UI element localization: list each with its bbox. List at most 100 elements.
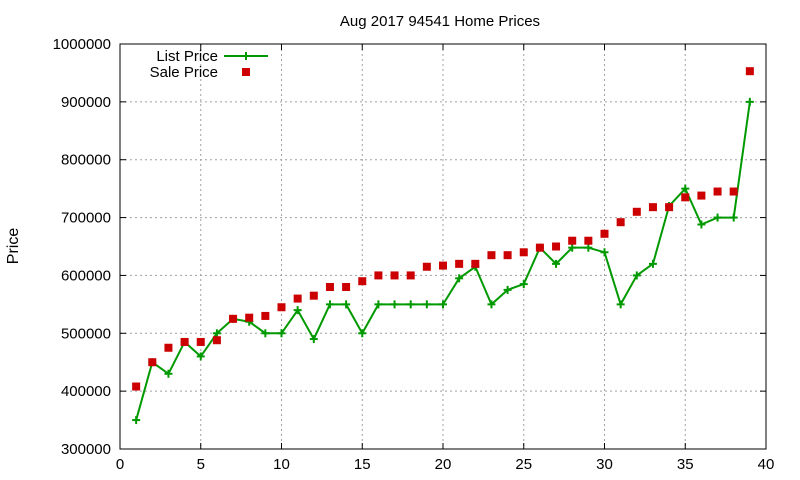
point-sale-price xyxy=(665,203,674,212)
point-sale-price xyxy=(132,382,141,391)
y-axis-label: Price xyxy=(5,228,22,265)
point-list-price xyxy=(164,369,173,378)
x-tick-label: 20 xyxy=(435,456,452,473)
point-list-price xyxy=(584,243,593,252)
point-list-price xyxy=(261,329,270,338)
x-tick-label: 10 xyxy=(273,456,290,473)
legend: List Price Sale Price xyxy=(150,48,268,81)
point-sale-price xyxy=(503,251,512,260)
point-sale-price xyxy=(455,259,464,268)
x-tick-label: 40 xyxy=(758,456,775,473)
point-list-price xyxy=(212,329,221,338)
point-sale-price xyxy=(293,294,302,303)
x-tick-label: 35 xyxy=(677,456,694,473)
point-sale-price xyxy=(374,271,383,280)
point-list-price xyxy=(277,329,286,338)
point-sale-price xyxy=(616,218,625,227)
point-list-price xyxy=(487,300,496,309)
point-sale-price xyxy=(471,259,480,268)
point-sale-price xyxy=(180,337,189,346)
point-sale-price xyxy=(342,283,351,291)
point-sale-price xyxy=(600,229,609,238)
point-sale-price xyxy=(697,191,706,200)
point-sale-price xyxy=(164,343,173,352)
point-sale-price xyxy=(584,236,593,245)
point-list-price xyxy=(568,243,577,252)
point-sale-price xyxy=(261,311,270,320)
point-list-price xyxy=(422,300,431,309)
point-sale-price xyxy=(358,277,367,286)
point-sale-price xyxy=(535,243,544,252)
point-sale-price xyxy=(325,283,334,291)
legend-label-sale-price: Sale Price xyxy=(150,64,218,81)
y-tick-label: 500000 xyxy=(61,325,111,342)
point-sale-price xyxy=(229,314,238,323)
series-sale-price xyxy=(132,67,754,391)
point-list-price xyxy=(439,300,447,309)
legend-swatch-sale-price xyxy=(242,68,250,76)
point-list-price xyxy=(745,97,754,106)
point-list-price xyxy=(632,271,641,280)
point-sale-price xyxy=(568,236,577,245)
x-tick-label: 30 xyxy=(596,456,613,473)
point-list-price xyxy=(681,184,690,193)
chart-title: Aug 2017 94541 Home Prices xyxy=(340,13,540,30)
point-list-price xyxy=(729,213,738,222)
legend-marker-list-price xyxy=(242,52,250,60)
point-sale-price xyxy=(390,271,399,280)
point-sale-price xyxy=(681,193,690,202)
y-tick-label: 1000000 xyxy=(53,36,111,53)
point-sale-price xyxy=(309,291,318,300)
point-list-price xyxy=(358,329,367,338)
point-sale-price xyxy=(212,336,221,345)
point-list-price xyxy=(713,213,722,222)
point-sale-price xyxy=(439,261,447,270)
point-sale-price xyxy=(148,358,157,367)
series xyxy=(132,67,754,425)
point-sale-price xyxy=(277,303,286,312)
point-sale-price xyxy=(729,187,738,196)
point-list-price xyxy=(342,300,351,309)
x-tick-label: 25 xyxy=(515,456,532,473)
point-list-price xyxy=(374,300,383,309)
point-list-price xyxy=(552,259,561,268)
y-tick-label: 700000 xyxy=(61,210,111,227)
point-sale-price xyxy=(713,187,722,196)
y-tick-label: 800000 xyxy=(61,152,111,169)
point-list-price xyxy=(697,220,706,229)
legend-label-list-price: List Price xyxy=(156,48,218,65)
axis-ticks: 0 5 10 15 20 25 30 35 40 300000 400000 500000 600000… xyxy=(53,36,775,473)
point-sale-price xyxy=(632,207,641,216)
point-list-price xyxy=(616,300,625,309)
point-sale-price xyxy=(487,251,496,260)
point-list-price xyxy=(600,248,609,257)
point-sale-price xyxy=(422,262,431,271)
y-tick-label: 600000 xyxy=(61,267,111,284)
point-sale-price xyxy=(745,67,754,76)
x-tick-label: 5 xyxy=(197,456,205,473)
point-sale-price xyxy=(648,203,657,212)
point-list-price xyxy=(648,259,657,268)
point-sale-price xyxy=(196,337,205,346)
point-list-price xyxy=(196,352,205,361)
x-tick-label: 0 xyxy=(116,456,124,473)
point-list-price xyxy=(406,300,415,309)
point-sale-price xyxy=(245,313,254,322)
point-list-price xyxy=(309,335,318,344)
y-tick-label: 900000 xyxy=(61,94,111,111)
x-tick-label: 15 xyxy=(354,456,371,473)
point-list-price xyxy=(390,300,399,309)
point-list-price xyxy=(293,306,302,315)
point-sale-price xyxy=(406,271,415,280)
point-list-price xyxy=(325,300,334,309)
point-sale-price xyxy=(519,248,528,257)
y-tick-label: 400000 xyxy=(61,383,111,400)
point-list-price xyxy=(519,280,528,289)
point-list-price xyxy=(455,274,464,283)
point-sale-price xyxy=(552,242,561,251)
grid xyxy=(120,44,766,449)
point-list-price xyxy=(132,416,141,425)
point-list-price xyxy=(503,285,512,294)
y-tick-label: 300000 xyxy=(61,441,111,458)
